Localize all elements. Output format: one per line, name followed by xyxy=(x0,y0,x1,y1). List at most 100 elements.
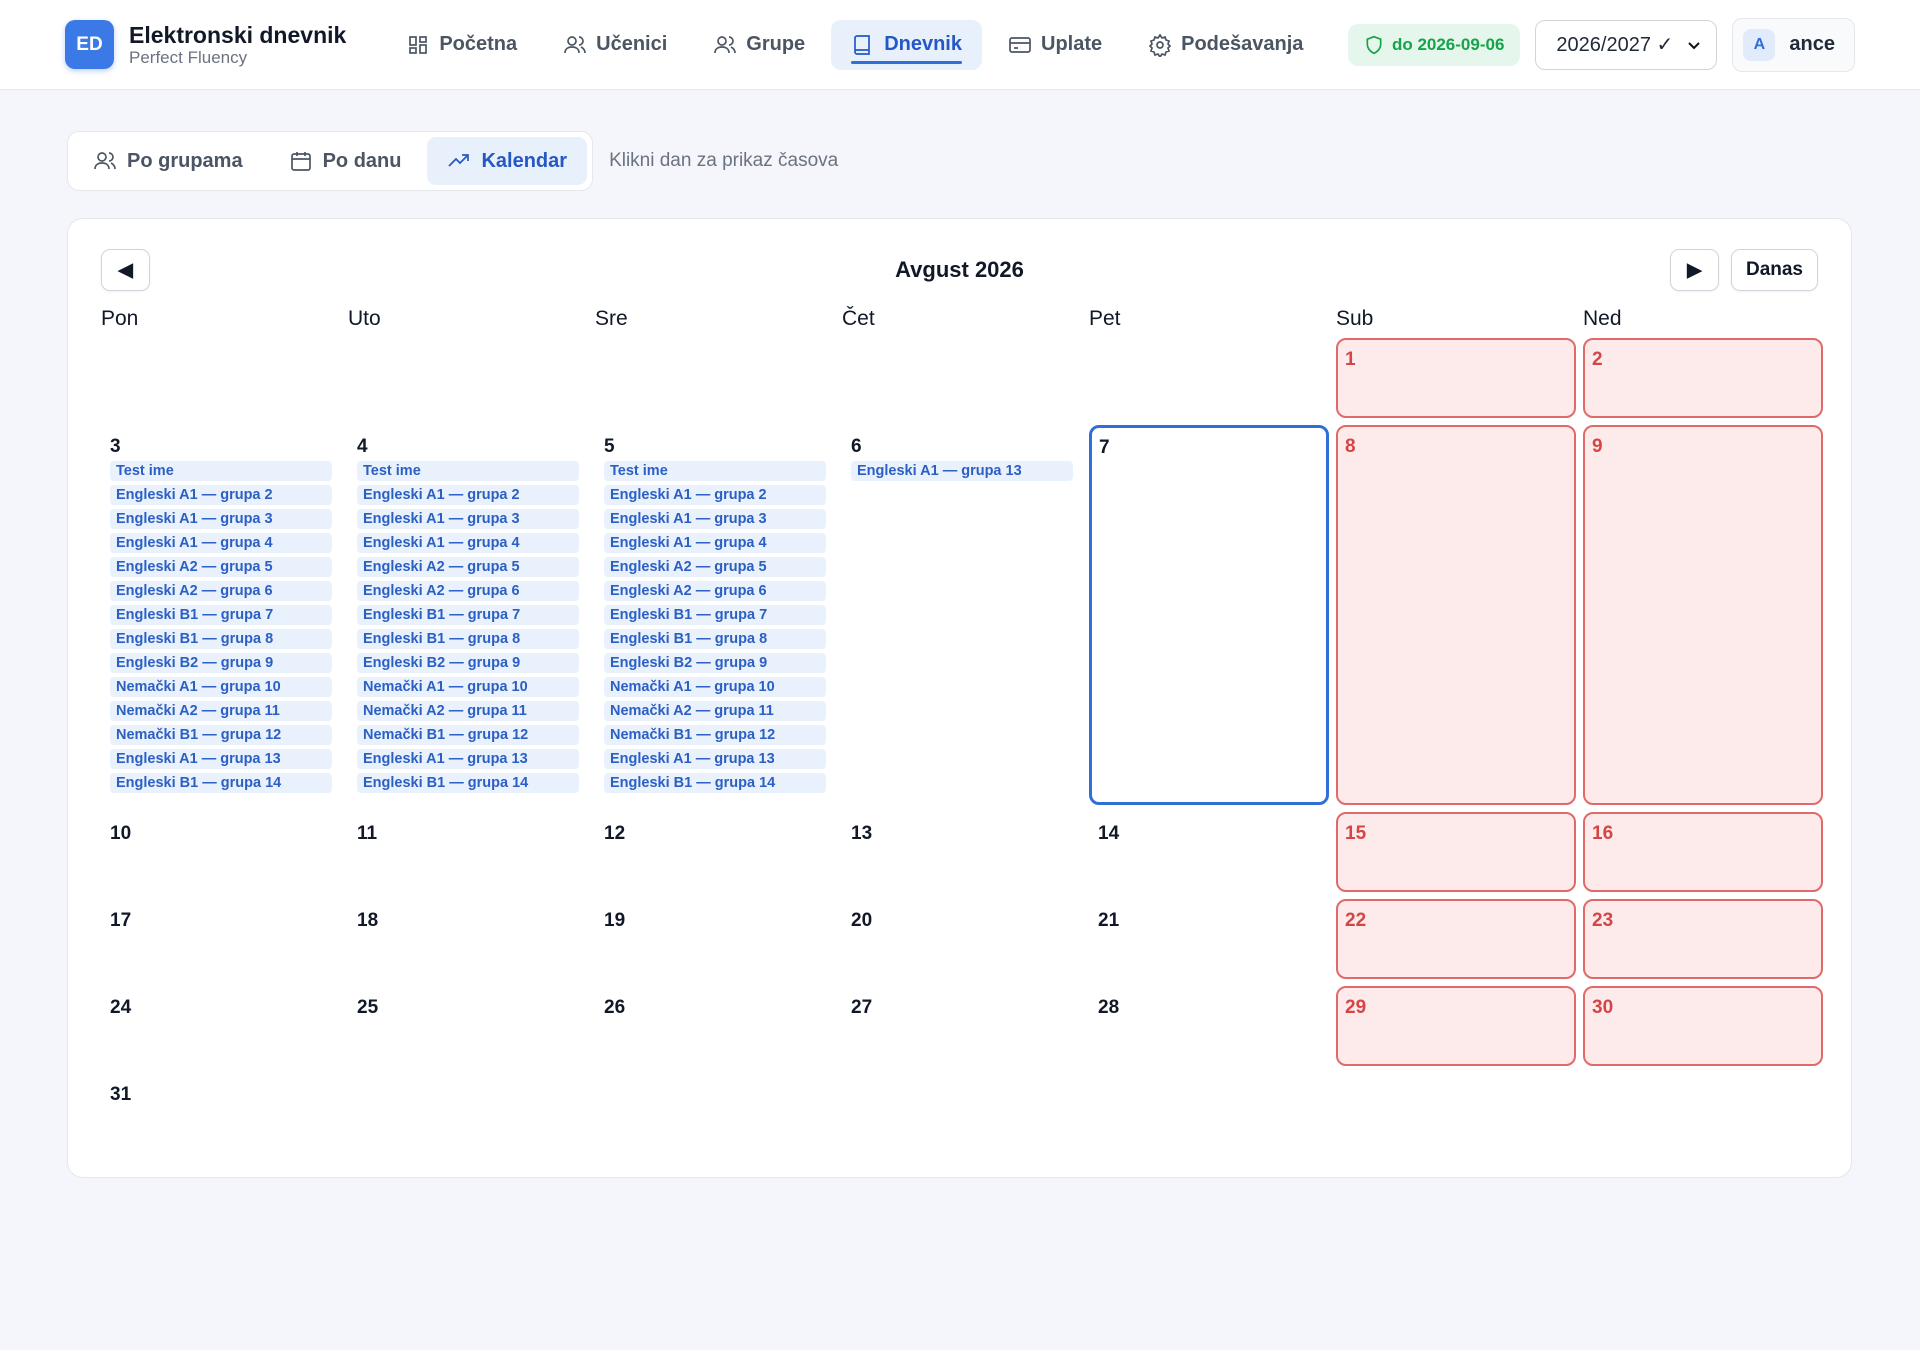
day-cell[interactable]: 13 xyxy=(842,812,1082,892)
event-chip[interactable]: Engleski B1 — grupa 14 xyxy=(604,773,826,793)
event-chip[interactable]: Test ime xyxy=(110,461,332,481)
nav-item[interactable]: Početna xyxy=(386,20,537,70)
icon xyxy=(448,154,470,167)
tab[interactable]: Po danu xyxy=(269,137,422,185)
day-cell[interactable]: 26 xyxy=(595,986,835,1066)
year-select[interactable]: 2026/2027 ✓ xyxy=(1535,19,1718,70)
event-chip[interactable]: Engleski B1 — grupa 7 xyxy=(604,605,826,625)
event-chip[interactable]: Engleski B1 — grupa 7 xyxy=(357,605,579,625)
calendar-toolbar: ◀ Avgust 2026 ▶ Danas xyxy=(101,249,1818,291)
event-chip[interactable]: Engleski B1 — grupa 14 xyxy=(110,773,332,793)
day-cell[interactable]: 24 xyxy=(101,986,341,1066)
event-chip[interactable]: Engleski B2 — grupa 9 xyxy=(110,653,332,673)
day-cell[interactable]: 19 xyxy=(595,899,835,979)
day-cell[interactable]: 5 Test ime Engleski A1 — grupa 2 Engleski A… xyxy=(595,425,835,805)
day-cell[interactable]: 29 xyxy=(1336,986,1576,1066)
nav-item[interactable]: Učenici xyxy=(543,20,687,70)
day-cell[interactable]: 9 xyxy=(1583,425,1823,805)
event-chip[interactable]: Nemački A2 — grupa 11 xyxy=(110,701,332,721)
event-chip[interactable]: Test ime xyxy=(357,461,579,481)
event-chip[interactable]: Engleski B1 — grupa 8 xyxy=(357,629,579,649)
event-chip[interactable]: Engleski A1 — grupa 3 xyxy=(604,509,826,529)
logo[interactable]: ED xyxy=(65,20,114,69)
day-cell[interactable]: 17 xyxy=(101,899,341,979)
tab[interactable]: Po grupama xyxy=(73,137,263,185)
next-button[interactable]: ▶ xyxy=(1669,249,1719,291)
event-chip[interactable]: Engleski A1 — grupa 3 xyxy=(110,509,332,529)
day-cell[interactable]: 14 xyxy=(1089,812,1329,892)
header: ED Elektronski dnevnik Perfect Fluency P… xyxy=(0,0,1920,90)
today-button[interactable]: Danas xyxy=(1730,249,1818,291)
nav-label: Početna xyxy=(439,33,518,55)
event-chip[interactable]: Engleski A1 — grupa 2 xyxy=(110,485,332,505)
day-cell[interactable]: 16 xyxy=(1583,812,1823,892)
event-chip[interactable]: Engleski A1 — grupa 4 xyxy=(604,533,826,553)
event-chip[interactable]: Engleski B2 — grupa 9 xyxy=(604,653,826,673)
day-cell[interactable]: 3 Test ime Engleski A1 — grupa 2 Engleski A… xyxy=(101,425,341,805)
event-chip[interactable]: Engleski A1 — grupa 3 xyxy=(357,509,579,529)
event-chip[interactable]: Nemački A2 — grupa 11 xyxy=(604,701,826,721)
event-chip[interactable]: Engleski A1 — grupa 2 xyxy=(604,485,826,505)
event-chip[interactable]: Engleski B1 — grupa 7 xyxy=(110,605,332,625)
event-chip[interactable]: Nemački B1 — grupa 12 xyxy=(357,725,579,745)
day-number: 18 xyxy=(357,910,379,931)
event-chip[interactable]: Engleski A1 — grupa 4 xyxy=(357,533,579,553)
nav-item[interactable]: Dnevnik xyxy=(831,19,982,70)
day-cell[interactable]: 25 xyxy=(348,986,588,1066)
day-cell[interactable]: 28 xyxy=(1089,986,1329,1066)
nav-item[interactable]: Grupe xyxy=(693,20,825,70)
event-chip[interactable]: Engleski A1 — grupa 13 xyxy=(110,749,332,769)
event-chip[interactable]: Nemački B1 — grupa 12 xyxy=(604,725,826,745)
day-cell[interactable]: 20 xyxy=(842,899,1082,979)
day-cell[interactable]: 10 xyxy=(101,812,341,892)
day-cell[interactable]: 12 xyxy=(595,812,835,892)
day-cell[interactable]: 8 xyxy=(1336,425,1576,805)
day-cell[interactable]: 6 Engleski A1 — grupa 13 xyxy=(842,425,1082,805)
event-chip[interactable]: Engleski A1 — grupa 13 xyxy=(604,749,826,769)
event-chip[interactable]: Engleski B2 — grupa 9 xyxy=(357,653,579,673)
prev-button[interactable]: ◀ xyxy=(101,249,150,291)
day-cell[interactable]: 27 xyxy=(842,986,1082,1066)
day-cell[interactable]: 11 xyxy=(348,812,588,892)
event-chip[interactable]: Engleski B1 — grupa 8 xyxy=(110,629,332,649)
event-chip[interactable]: Nemački B1 — grupa 12 xyxy=(110,725,332,745)
event-chip[interactable]: Engleski A2 — grupa 5 xyxy=(604,557,826,577)
event-chip[interactable]: Nemački A1 — grupa 10 xyxy=(604,677,826,697)
day-cell[interactable]: 18 xyxy=(348,899,588,979)
nav-item[interactable]: Uplate xyxy=(988,20,1122,70)
day-cell[interactable]: 31 xyxy=(101,1073,341,1153)
event-chip[interactable]: Engleski A2 — grupa 6 xyxy=(357,581,579,601)
event-chip[interactable]: Engleski A1 — grupa 2 xyxy=(357,485,579,505)
day-cell[interactable]: 2 xyxy=(1583,338,1823,418)
event-chip[interactable]: Engleski A2 — grupa 6 xyxy=(604,581,826,601)
event-chip[interactable]: Engleski A1 — grupa 13 xyxy=(851,461,1073,481)
day-cell[interactable]: 30 xyxy=(1583,986,1823,1066)
event-chip[interactable]: Nemački A1 — grupa 10 xyxy=(110,677,332,697)
day-number: 8 xyxy=(1345,436,1356,457)
event-chip[interactable]: Engleski B1 — grupa 8 xyxy=(604,629,826,649)
event-chip[interactable]: Nemački A2 — grupa 11 xyxy=(357,701,579,721)
day-number: 17 xyxy=(110,910,132,931)
event-chip[interactable]: Engleski A2 — grupa 6 xyxy=(110,581,332,601)
event-chip[interactable]: Engleski A2 — grupa 5 xyxy=(357,557,579,577)
day-cell[interactable]: 22 xyxy=(1336,899,1576,979)
day-cell[interactable]: 7 xyxy=(1089,425,1329,805)
day-number: 7 xyxy=(1099,437,1110,458)
day-cell[interactable]: 15 xyxy=(1336,812,1576,892)
event-chip[interactable]: Nemački A1 — grupa 10 xyxy=(357,677,579,697)
event-chip[interactable]: Engleski A2 — grupa 5 xyxy=(110,557,332,577)
event-chip[interactable]: Engleski A1 — grupa 4 xyxy=(110,533,332,553)
event-chip[interactable]: Test ime xyxy=(604,461,826,481)
nav-item[interactable]: Podešavanja xyxy=(1128,20,1323,70)
day-cell[interactable]: 21 xyxy=(1089,899,1329,979)
day-cell[interactable]: 1 xyxy=(1336,338,1576,418)
day-cell[interactable]: 4 Test ime Engleski A1 — grupa 2 Engleski A… xyxy=(348,425,588,805)
day-cell[interactable]: 23 xyxy=(1583,899,1823,979)
nav-label: Dnevnik xyxy=(884,33,962,55)
tab[interactable]: Kalendar xyxy=(427,137,588,185)
event-chip[interactable]: Engleski A1 — grupa 13 xyxy=(357,749,579,769)
toolbar-right: ▶ Danas xyxy=(1669,249,1818,291)
weekday-label: Sub xyxy=(1336,307,1374,330)
event-chip[interactable]: Engleski B1 — grupa 14 xyxy=(357,773,579,793)
